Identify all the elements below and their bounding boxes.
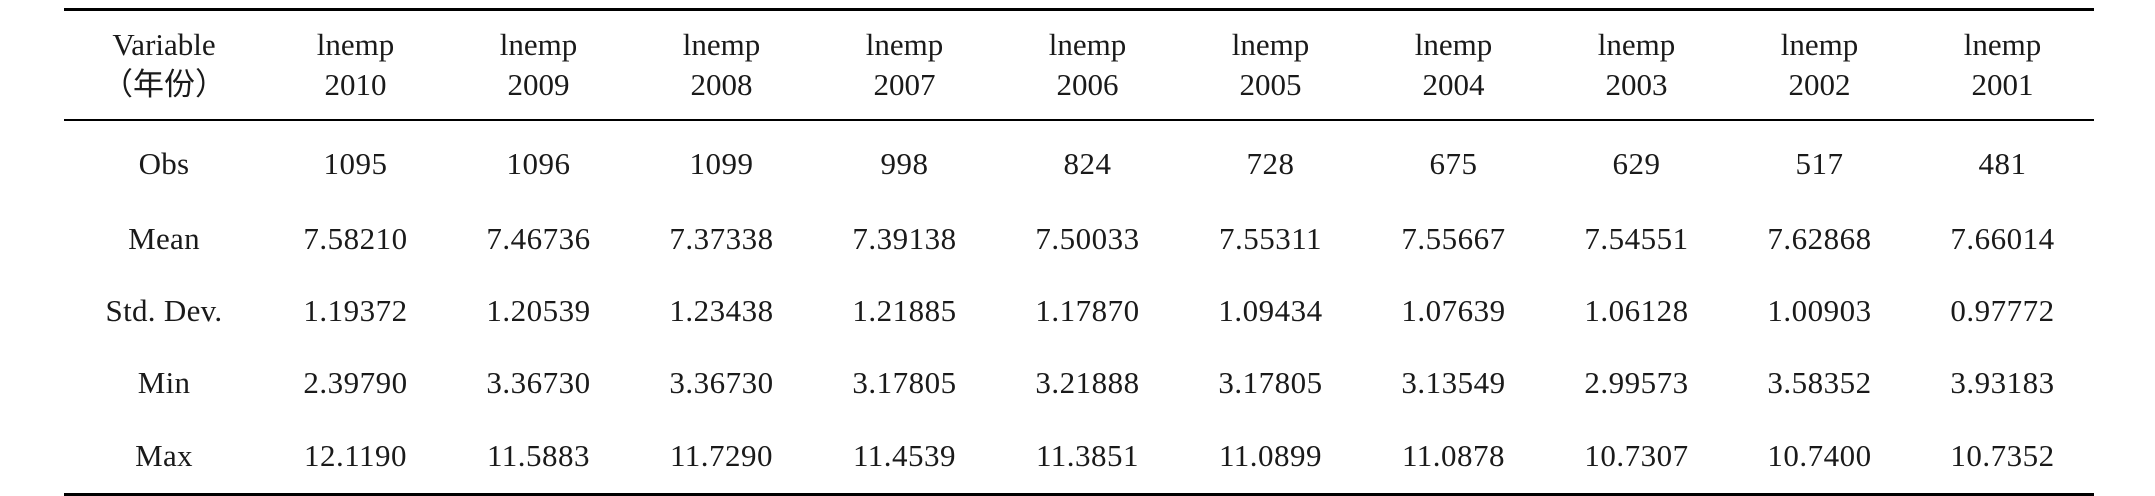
table-cell: 629 xyxy=(1612,146,1661,181)
table-cell: 7.55667 xyxy=(1401,221,1506,256)
table-cell: 1.21885 xyxy=(852,293,957,328)
header-column-2005: lnemp 2005 xyxy=(1179,10,1362,121)
table-row-std-dev: Std. Dev. 1.19372 1.20539 1.23438 1.2188… xyxy=(64,275,2094,347)
table-cell: 7.62868 xyxy=(1767,221,1872,256)
table-cell: 7.66014 xyxy=(1950,221,2055,256)
table-cell: 7.46736 xyxy=(486,221,591,256)
header-year: 2003 xyxy=(1605,67,1668,102)
table-row-min: Min 2.39790 3.36730 3.36730 3.17805 3.21… xyxy=(64,347,2094,419)
header-year: 2001 xyxy=(1971,67,2034,102)
table-cell: 1096 xyxy=(506,146,571,181)
table-row-max: Max 12.1190 11.5883 11.7290 11.4539 11.3… xyxy=(64,419,2094,495)
header-column-2009: lnemp 2009 xyxy=(447,10,630,121)
statistics-table-container: Variable （年份） lnemp 2010 lnemp 2009 lnem… xyxy=(64,8,2094,496)
header-variable: lnemp xyxy=(1597,27,1676,62)
table-body: Obs 1095 1096 1099 998 824 728 675 629 5… xyxy=(64,120,2094,495)
header-variable: lnemp xyxy=(1963,27,2042,62)
header-column-2002: lnemp 2002 xyxy=(1728,10,1911,121)
table-cell: 1.19372 xyxy=(303,293,408,328)
table-cell: 1.06128 xyxy=(1584,293,1689,328)
header-variable: lnemp xyxy=(682,27,761,62)
table-cell: 10.7352 xyxy=(1950,438,2055,473)
header-variable: lnemp xyxy=(316,27,395,62)
table-cell: 3.93183 xyxy=(1950,365,2055,400)
row-label: Obs xyxy=(138,146,190,181)
header-variable: lnemp xyxy=(1414,27,1493,62)
table-cell: 728 xyxy=(1246,146,1295,181)
table-cell: 998 xyxy=(880,146,929,181)
row-label: Mean xyxy=(128,221,200,256)
table-cell: 1.00903 xyxy=(1767,293,1872,328)
header-variable: lnemp xyxy=(1231,27,1310,62)
table-cell: 7.58210 xyxy=(303,221,408,256)
table-cell: 2.99573 xyxy=(1584,365,1689,400)
table-cell: 3.36730 xyxy=(486,365,591,400)
table-cell: 7.50033 xyxy=(1035,221,1140,256)
table-cell: 1099 xyxy=(689,146,754,181)
table-cell: 1.07639 xyxy=(1401,293,1506,328)
table-cell: 7.55311 xyxy=(1218,221,1323,256)
row-label: Min xyxy=(137,365,191,400)
table-cell: 11.4539 xyxy=(852,438,957,473)
table-cell: 1.17870 xyxy=(1035,293,1140,328)
table-cell: 11.0899 xyxy=(1218,438,1323,473)
table-header: Variable （年份） lnemp 2010 lnemp 2009 lnem… xyxy=(64,9,2094,121)
header-variable: lnemp xyxy=(865,27,944,62)
table-cell: 7.39138 xyxy=(852,221,957,256)
table-cell: 1.20539 xyxy=(486,293,591,328)
table-cell: 10.7400 xyxy=(1767,438,1872,473)
header-year: 2002 xyxy=(1788,67,1851,102)
header-year: 2008 xyxy=(690,67,753,102)
table-cell: 12.1190 xyxy=(303,438,408,473)
header-column-2008: lnemp 2008 xyxy=(630,10,813,121)
table-cell: 7.37338 xyxy=(669,221,774,256)
table-cell: 3.17805 xyxy=(1218,365,1323,400)
header-year: 2005 xyxy=(1239,67,1302,102)
table-cell: 3.21888 xyxy=(1035,365,1140,400)
header-label-line1: Variable xyxy=(112,27,216,62)
descriptive-statistics-table: Variable （年份） lnemp 2010 lnemp 2009 lnem… xyxy=(64,8,2094,496)
header-row: Variable （年份） lnemp 2010 lnemp 2009 lnem… xyxy=(64,9,2094,121)
header-column-2010: lnemp 2010 xyxy=(264,10,447,121)
table-cell: 481 xyxy=(1978,146,2027,181)
table-cell: 2.39790 xyxy=(303,365,408,400)
header-year: 2010 xyxy=(324,67,387,102)
row-label: Std. Dev. xyxy=(105,293,223,328)
table-cell: 824 xyxy=(1063,146,1112,181)
header-year: 2004 xyxy=(1422,67,1485,102)
table-cell: 1095 xyxy=(323,146,388,181)
header-column-2006: lnemp 2006 xyxy=(996,10,1179,121)
table-cell: 675 xyxy=(1429,146,1478,181)
header-column-2004: lnemp 2004 xyxy=(1362,10,1545,121)
table-cell: 11.7290 xyxy=(669,438,774,473)
table-cell: 10.7307 xyxy=(1584,438,1689,473)
header-column-2007: lnemp 2007 xyxy=(813,10,996,121)
header-column-2003: lnemp 2003 xyxy=(1545,10,1728,121)
table-cell: 3.13549 xyxy=(1401,365,1506,400)
table-cell: 11.3851 xyxy=(1035,438,1140,473)
table-cell: 0.97772 xyxy=(1950,293,2055,328)
header-variable: lnemp xyxy=(1780,27,1859,62)
table-cell: 11.0878 xyxy=(1401,438,1506,473)
header-year: 2006 xyxy=(1056,67,1119,102)
header-label-cell: Variable （年份） xyxy=(64,10,264,121)
table-cell: 7.54551 xyxy=(1584,221,1689,256)
table-cell: 517 xyxy=(1795,146,1844,181)
header-variable: lnemp xyxy=(1048,27,1127,62)
row-label: Max xyxy=(135,438,193,473)
header-year: 2007 xyxy=(873,67,936,102)
table-cell: 1.09434 xyxy=(1218,293,1323,328)
table-cell: 3.17805 xyxy=(852,365,957,400)
table-cell: 3.58352 xyxy=(1767,365,1872,400)
table-cell: 1.23438 xyxy=(669,293,774,328)
table-cell: 11.5883 xyxy=(486,438,591,473)
table-cell: 3.36730 xyxy=(669,365,774,400)
table-row-mean: Mean 7.58210 7.46736 7.37338 7.39138 7.5… xyxy=(64,203,2094,275)
table-row-obs: Obs 1095 1096 1099 998 824 728 675 629 5… xyxy=(64,120,2094,203)
header-label-line2: （年份） xyxy=(102,67,226,102)
header-variable: lnemp xyxy=(499,27,578,62)
header-year: 2009 xyxy=(507,67,570,102)
header-column-2001: lnemp 2001 xyxy=(1911,10,2094,121)
